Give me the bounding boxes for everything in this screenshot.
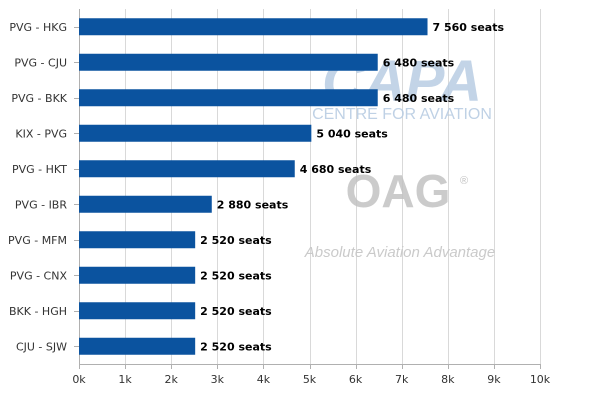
oag-logo: OAG — [346, 165, 451, 217]
category-label: KIX - PVG — [15, 127, 67, 140]
category-label: PVG - BKK — [11, 92, 67, 105]
bar — [79, 124, 312, 142]
x-tick-label: 10k — [530, 373, 551, 386]
category-label: PVG - CNX — [10, 269, 68, 282]
category-label: PVG - HKG — [9, 21, 67, 34]
category-label: CJU - SJW — [16, 340, 67, 353]
bar — [79, 160, 295, 178]
category-label: PVG - CJU — [14, 56, 67, 69]
bar — [79, 266, 196, 284]
value-axis: 0k 1k 2k 3k 4k 5k 6k 7k 8k 9k 10k — [72, 364, 551, 386]
oag-tagline: Absolute Aviation Advantage — [304, 244, 495, 261]
data-label: 6 480 seats — [383, 56, 455, 69]
oag-registered-mark: ® — [460, 175, 468, 187]
x-tick-label: 3k — [211, 373, 225, 386]
bar — [79, 337, 196, 355]
bar — [79, 53, 378, 71]
bars — [79, 18, 428, 355]
data-label: 2 520 seats — [200, 305, 272, 318]
capa-subtitle: CENTRE FOR AVIATION — [312, 106, 492, 123]
bar — [79, 89, 378, 107]
category-label: PVG - IBR — [15, 198, 67, 211]
x-tick-label: 6k — [349, 373, 363, 386]
x-tick-label: 2k — [165, 373, 179, 386]
data-label: 2 520 seats — [200, 340, 272, 353]
x-tick-label: 9k — [487, 373, 501, 386]
data-label: 2 880 seats — [217, 198, 289, 211]
category-label: BKK - HGH — [9, 305, 67, 318]
data-label: 6 480 seats — [383, 92, 455, 105]
data-labels: 7 560 seats 6 480 seats 6 480 seats 5 040 s… — [200, 21, 504, 354]
bar — [79, 195, 212, 213]
data-label: 2 520 seats — [200, 269, 272, 282]
data-label: 4 680 seats — [300, 163, 372, 176]
category-axis: PVG - HKG PVG - CJU PVG - BKK KIX - PVG PVG … — [8, 21, 79, 353]
x-tick-label: 1k — [118, 373, 132, 386]
category-label: PVG - MFM — [8, 234, 67, 247]
bar — [79, 302, 196, 320]
x-tick-label: 0k — [72, 373, 86, 386]
bar — [79, 231, 196, 249]
bar — [79, 18, 428, 36]
data-label: 7 560 seats — [433, 21, 505, 34]
x-tick-label: 4k — [257, 373, 271, 386]
category-label: PVG - HKT — [12, 163, 67, 176]
data-label: 2 520 seats — [200, 234, 272, 247]
x-tick-label: 7k — [395, 373, 409, 386]
watermark: CAPA CENTRE FOR AVIATION OAG ® Absolute … — [304, 49, 495, 261]
x-tick-label: 5k — [303, 373, 317, 386]
data-label: 5 040 seats — [316, 127, 388, 140]
x-tick-label: 8k — [441, 373, 455, 386]
